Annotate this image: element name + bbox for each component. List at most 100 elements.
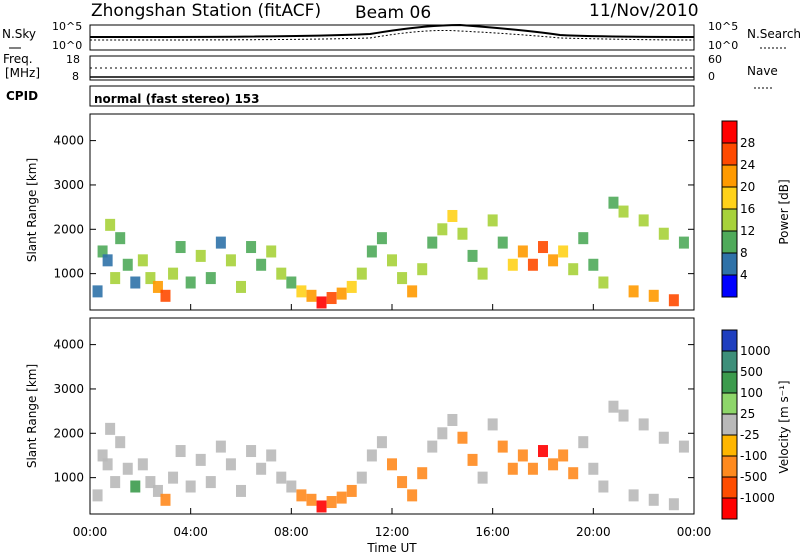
freq-tick-low: 8 [72, 70, 79, 83]
nave-label: Nave [747, 64, 778, 78]
nsearch-label: N.Search [747, 27, 800, 41]
velocity-cell [306, 493, 317, 506]
x-axis: 00:00 04:00 08:00 12:00 16:00 20:00 00:00 [73, 304, 711, 539]
y-tick-label: 4000 [53, 134, 84, 148]
velocity-cell [538, 445, 548, 458]
velocity-plot-frame [89, 317, 695, 515]
power-cell [306, 289, 317, 302]
colorbar-tick-label: -1000 [740, 491, 775, 505]
power-colorbar-label: Power [dB] [777, 179, 791, 244]
power-cell [628, 285, 639, 298]
power-cell [467, 249, 478, 262]
power-cell [115, 232, 126, 245]
colorbar-swatch [722, 414, 737, 435]
freq-panel: Freq. [MHz] 18 8 60 0 Nave [3, 52, 778, 89]
x-tick-label: 08:00 [274, 525, 309, 539]
colorbar-swatch [722, 330, 737, 351]
velocity-cell [447, 413, 458, 426]
power-cell [568, 263, 579, 276]
power-cell [266, 245, 277, 258]
velocity-panel: 4000 3000 2000 1000 Slant Range [km] [25, 317, 695, 515]
colorbar-swatch [722, 231, 737, 253]
colorbar-swatch [722, 435, 737, 456]
power-cell [678, 236, 689, 249]
velocity-cell [477, 471, 488, 484]
power-cell [417, 263, 428, 276]
colorbar-swatch [722, 275, 737, 297]
power-cell [105, 218, 116, 231]
colorbar-swatch [722, 393, 737, 414]
power-cell [145, 272, 156, 285]
freq-unit: [MHz] [5, 66, 40, 80]
power-cell [376, 232, 387, 245]
power-cell [538, 241, 548, 254]
velocity-cell [225, 458, 236, 471]
velocity-colorbar: 1000 500 100 25 -25 -100 -500 -1000 [721, 329, 775, 520]
velocity-cell [437, 427, 448, 440]
velocity-cell [618, 409, 629, 422]
beam-title: Beam 06 [355, 3, 431, 23]
power-cell [517, 245, 528, 258]
velocity-cell [195, 453, 206, 466]
power-cell [588, 258, 599, 271]
velocity-cell [507, 462, 518, 475]
velocity-cell [160, 493, 171, 506]
nave-tick-high: 60 [708, 53, 722, 66]
velocity-cell [487, 418, 498, 431]
x-tick-label: 16:00 [475, 525, 510, 539]
colorbar-tick-label: 12 [740, 224, 755, 238]
colorbar-tick-label: -100 [740, 449, 767, 463]
velocity-cell [578, 436, 589, 449]
power-cell [130, 276, 141, 289]
velocity-cell [92, 489, 103, 502]
y-tick-label: 1000 [53, 267, 84, 281]
power-cell [185, 276, 196, 289]
velocity-cell [97, 449, 108, 462]
velocity-cell [145, 476, 156, 489]
nsearch-tick-high: 10^5 [708, 20, 738, 33]
velocity-cell [256, 462, 267, 475]
velocity-cell [558, 449, 569, 462]
power-cell [160, 289, 171, 302]
power-cell [497, 236, 508, 249]
colorbar-swatch [722, 372, 737, 393]
date-title: 11/Nov/2010 [589, 1, 699, 21]
velocity-cell [548, 458, 559, 471]
nsky-tick-low: 10^0 [52, 39, 82, 52]
x-axis-label: Time UT [366, 541, 417, 554]
power-cell [447, 209, 458, 222]
velocity-cell [457, 431, 468, 444]
power-y-label: Slant Range [km] [25, 158, 39, 262]
velocity-cell [407, 489, 418, 502]
velocity-cell [168, 471, 179, 484]
velocity-cell [105, 422, 116, 435]
power-cell [296, 285, 307, 298]
power-cell [256, 258, 267, 271]
colorbar-tick-label: 28 [740, 136, 755, 150]
power-cell [477, 267, 488, 280]
velocity-cell [175, 445, 186, 458]
velocity-cell [366, 449, 377, 462]
power-cell [316, 296, 327, 309]
y-tick-label: 2000 [53, 426, 84, 440]
colorbar-tick-label: 100 [740, 386, 763, 400]
nsky-tick-high: 10^5 [52, 20, 82, 33]
velocity-cell [608, 400, 619, 413]
velocity-cell [517, 449, 528, 462]
velocity-cell [110, 476, 121, 489]
power-cell [92, 285, 103, 298]
y-tick-label: 1000 [53, 471, 84, 485]
velocity-cell [326, 496, 337, 509]
power-cell [205, 272, 216, 285]
power-cell [152, 280, 163, 293]
velocity-cell [658, 431, 669, 444]
velocity-cells [92, 400, 689, 513]
power-cell [175, 241, 186, 254]
x-tick-label: 04:00 [173, 525, 208, 539]
velocity-cell [346, 484, 357, 497]
colorbar-tick-label: 1000 [740, 344, 771, 358]
velocity-cell [427, 440, 438, 453]
power-cell [668, 294, 679, 307]
velocity-cell [316, 500, 327, 513]
